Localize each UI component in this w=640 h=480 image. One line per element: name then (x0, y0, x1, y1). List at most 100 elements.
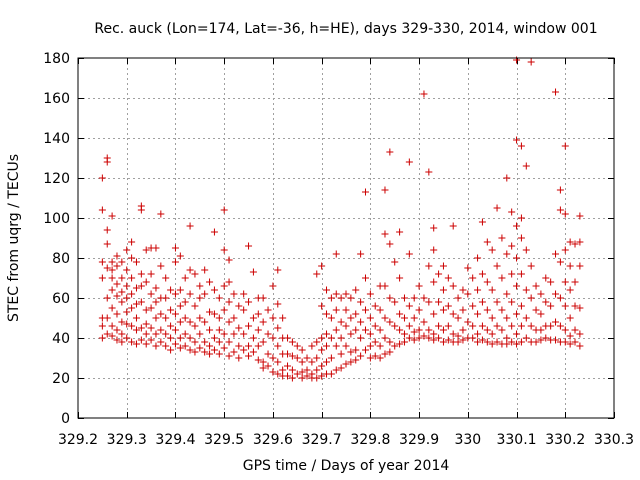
data-point (454, 332, 462, 340)
data-point (327, 354, 335, 362)
data-point (274, 358, 282, 366)
data-point (215, 338, 223, 346)
data-point (478, 322, 486, 330)
data-point (264, 330, 272, 338)
data-point (430, 330, 438, 338)
data-point (235, 302, 243, 310)
data-point (425, 334, 433, 342)
data-point (191, 302, 199, 310)
data-point (288, 338, 296, 346)
data-point (269, 282, 277, 290)
data-point (352, 346, 360, 354)
data-point (435, 322, 443, 330)
data-point (435, 334, 443, 342)
data-point (274, 300, 282, 308)
data-point (517, 322, 525, 330)
data-point (420, 332, 428, 340)
data-point (186, 334, 194, 342)
data-point (552, 318, 560, 326)
data-point (142, 330, 150, 338)
data-point (235, 354, 243, 362)
plot-frame (77, 57, 615, 419)
data-point (323, 330, 331, 338)
data-point (220, 206, 228, 214)
data-point (152, 330, 160, 338)
data-point (318, 302, 326, 310)
data-point (113, 252, 121, 260)
data-point (118, 298, 126, 306)
data-point (230, 290, 238, 298)
data-point (347, 348, 355, 356)
data-point (503, 334, 511, 342)
data-point (123, 266, 131, 274)
data-point (357, 298, 365, 306)
data-point (561, 210, 569, 218)
data-point (366, 354, 374, 362)
data-point (517, 142, 525, 150)
data-point (459, 326, 467, 334)
data-point (225, 352, 233, 360)
data-point (210, 334, 218, 342)
data-point (142, 278, 150, 286)
data-point (410, 336, 418, 344)
data-point (269, 334, 277, 342)
data-point (503, 314, 511, 322)
data-point (225, 298, 233, 306)
data-point (284, 350, 292, 358)
data-point (108, 258, 116, 266)
data-point (162, 274, 170, 282)
data-point (327, 314, 335, 322)
data-point (113, 310, 121, 318)
data-point (474, 338, 482, 346)
data-point (381, 282, 389, 290)
data-point (220, 282, 228, 290)
data-point (196, 282, 204, 290)
data-point (371, 352, 379, 360)
data-point (561, 246, 569, 254)
data-point (313, 374, 321, 382)
data-point (98, 174, 106, 182)
x-tick-label: 330.3 (594, 432, 634, 448)
data-point (483, 326, 491, 334)
data-point (571, 338, 579, 346)
data-point (469, 334, 477, 342)
data-point (264, 306, 272, 314)
data-point (332, 342, 340, 350)
data-point (191, 338, 199, 346)
data-point (274, 342, 282, 350)
data-point (532, 282, 540, 290)
data-point (264, 350, 272, 358)
data-point (357, 352, 365, 360)
data-point (118, 330, 126, 338)
data-point (269, 368, 277, 376)
data-point (332, 250, 340, 258)
data-point (128, 254, 136, 262)
data-point (391, 322, 399, 330)
data-point (167, 334, 175, 342)
data-point (357, 318, 365, 326)
data-point (439, 306, 447, 314)
data-point (284, 362, 292, 370)
data-point (532, 306, 540, 314)
data-point (103, 226, 111, 234)
data-point (230, 314, 238, 322)
data-point (132, 284, 140, 292)
data-point (561, 278, 569, 286)
data-point (210, 310, 218, 318)
data-point (157, 310, 165, 318)
data-point (361, 346, 369, 354)
data-point (371, 338, 379, 346)
data-point (386, 348, 394, 356)
data-point (503, 340, 511, 348)
data-point (376, 326, 384, 334)
data-point (420, 90, 428, 98)
data-point (162, 330, 170, 338)
data-point (147, 324, 155, 332)
data-point (415, 334, 423, 342)
data-point (313, 338, 321, 346)
data-point (415, 326, 423, 334)
data-point (337, 294, 345, 302)
data-point (517, 234, 525, 242)
